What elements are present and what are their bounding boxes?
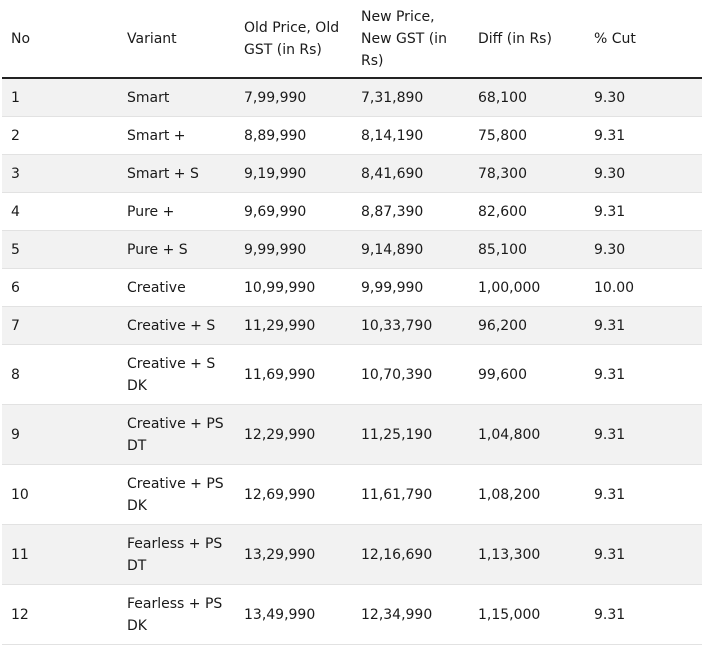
cell-cut: 9.31 bbox=[594, 203, 626, 220]
table-body: 1 Smart 7,99,990 7,31,890 68,100 9.30 2 Smart +… bbox=[2, 78, 702, 645]
cell-old-price: 13,29,990 bbox=[244, 546, 316, 563]
table-row: 9 Creative + PS DT 12,29,990 11,25,190 1,04,… bbox=[2, 404, 702, 465]
cell-old-price: 8,89,990 bbox=[244, 127, 307, 144]
cell-cut: 9.31 bbox=[594, 426, 626, 443]
header-variant: Variant bbox=[118, 0, 235, 79]
cell-diff: 78,300 bbox=[478, 165, 527, 182]
table-header: No Variant Old Price, Old GST (in Rs) Ne… bbox=[2, 0, 702, 79]
cell-old-price: 10,99,990 bbox=[244, 279, 316, 296]
table-row: 4 Pure + 9,69,990 8,87,390 82,600 9.31 bbox=[2, 192, 702, 231]
cell-diff: 1,08,200 bbox=[478, 486, 541, 503]
header-diff: Diff (in Rs) bbox=[469, 0, 585, 79]
header-old-price: Old Price, Old GST (in Rs) bbox=[235, 0, 352, 79]
cell-diff: 75,800 bbox=[478, 127, 527, 144]
cell-variant: Creative bbox=[127, 279, 186, 296]
cell-cut: 9.30 bbox=[594, 89, 626, 106]
table-row: 1 Smart 7,99,990 7,31,890 68,100 9.30 bbox=[2, 78, 702, 117]
cell-no: 7 bbox=[11, 317, 20, 334]
cell-variant: Smart + S bbox=[127, 165, 199, 182]
cell-no: 10 bbox=[11, 486, 29, 503]
cell-new-price: 7,31,890 bbox=[361, 89, 424, 106]
cell-variant: Creative + S DK bbox=[127, 355, 216, 394]
cell-no: 3 bbox=[11, 165, 20, 182]
cell-new-price: 11,61,790 bbox=[361, 486, 433, 503]
cell-old-price: 12,69,990 bbox=[244, 486, 316, 503]
cell-no: 11 bbox=[11, 546, 29, 563]
header-cut: % Cut bbox=[585, 0, 702, 79]
cell-new-price: 8,87,390 bbox=[361, 203, 424, 220]
cell-no: 12 bbox=[11, 606, 29, 623]
cell-no: 9 bbox=[11, 426, 20, 443]
cell-new-price: 11,25,190 bbox=[361, 426, 433, 443]
cell-diff: 1,04,800 bbox=[478, 426, 541, 443]
cell-new-price: 9,99,990 bbox=[361, 279, 424, 296]
table-row: 6 Creative 10,99,990 9,99,990 1,00,000 10.00 bbox=[2, 268, 702, 307]
cell-diff: 1,00,000 bbox=[478, 279, 541, 296]
cell-new-price: 12,16,690 bbox=[361, 546, 433, 563]
header-new-price: New Price, New GST (in Rs) bbox=[352, 0, 469, 79]
cell-variant: Creative + PS DK bbox=[127, 475, 224, 514]
cell-new-price: 8,41,690 bbox=[361, 165, 424, 182]
cell-variant: Smart + bbox=[127, 127, 186, 144]
cell-cut: 9.31 bbox=[594, 486, 626, 503]
cell-no: 5 bbox=[11, 241, 20, 258]
cell-old-price: 13,49,990 bbox=[244, 606, 316, 623]
cell-variant: Smart bbox=[127, 89, 170, 106]
cell-no: 4 bbox=[11, 203, 20, 220]
cell-new-price: 10,70,390 bbox=[361, 366, 433, 383]
cell-no: 2 bbox=[11, 127, 20, 144]
cell-diff: 82,600 bbox=[478, 203, 527, 220]
cell-cut: 9.31 bbox=[594, 606, 626, 623]
cell-diff: 1,13,300 bbox=[478, 546, 541, 563]
table-row: 11 Fearless + PS DT 13,29,990 12,16,690 1,13… bbox=[2, 524, 702, 585]
cell-new-price: 10,33,790 bbox=[361, 317, 433, 334]
cell-diff: 68,100 bbox=[478, 89, 527, 106]
cell-diff: 99,600 bbox=[478, 366, 527, 383]
cell-cut: 9.31 bbox=[594, 127, 626, 144]
cell-new-price: 12,34,990 bbox=[361, 606, 433, 623]
table-row: 10 Creative + PS DK 12,69,990 11,61,790 1,08… bbox=[2, 464, 702, 525]
cell-cut: 9.31 bbox=[594, 366, 626, 383]
cell-cut: 9.30 bbox=[594, 165, 626, 182]
cell-old-price: 7,99,990 bbox=[244, 89, 307, 106]
table-row: 12 Fearless + PS DK 13,49,990 12,34,990 1,15… bbox=[2, 584, 702, 645]
header-row: No Variant Old Price, Old GST (in Rs) Ne… bbox=[2, 0, 702, 79]
table-row: 2 Smart + 8,89,990 8,14,190 75,800 9.31 bbox=[2, 116, 702, 155]
cell-no: 6 bbox=[11, 279, 20, 296]
cell-old-price: 9,99,990 bbox=[244, 241, 307, 258]
cell-no: 1 bbox=[11, 89, 20, 106]
cell-old-price: 11,29,990 bbox=[244, 317, 316, 334]
cell-diff: 1,15,000 bbox=[478, 606, 541, 623]
cell-variant: Fearless + PS DK bbox=[127, 595, 223, 634]
table-row: 3 Smart + S 9,19,990 8,41,690 78,300 9.30 bbox=[2, 154, 702, 193]
cell-old-price: 9,69,990 bbox=[244, 203, 307, 220]
cell-cut: 9.31 bbox=[594, 317, 626, 334]
header-no: No bbox=[2, 0, 118, 79]
cell-old-price: 9,19,990 bbox=[244, 165, 307, 182]
cell-variant: Creative + PS DT bbox=[127, 415, 224, 454]
cell-old-price: 11,69,990 bbox=[244, 366, 316, 383]
cell-diff: 85,100 bbox=[478, 241, 527, 258]
cell-diff: 96,200 bbox=[478, 317, 527, 334]
cell-variant: Pure + bbox=[127, 203, 175, 220]
cell-variant: Creative + S bbox=[127, 317, 216, 334]
cell-cut: 10.00 bbox=[594, 279, 635, 296]
cell-cut: 9.31 bbox=[594, 546, 626, 563]
table-row: 8 Creative + S DK 11,69,990 10,70,390 99,600… bbox=[2, 344, 702, 405]
cell-cut: 9.30 bbox=[594, 241, 626, 258]
cell-new-price: 9,14,890 bbox=[361, 241, 424, 258]
cell-old-price: 12,29,990 bbox=[244, 426, 316, 443]
cell-new-price: 8,14,190 bbox=[361, 127, 424, 144]
table-row: 7 Creative + S 11,29,990 10,33,790 96,200 9.3… bbox=[2, 306, 702, 345]
cell-no: 8 bbox=[11, 366, 20, 383]
table-row: 5 Pure + S 9,99,990 9,14,890 85,100 9.30 bbox=[2, 230, 702, 269]
cell-variant: Fearless + PS DT bbox=[127, 535, 223, 574]
cell-variant: Pure + S bbox=[127, 241, 188, 258]
